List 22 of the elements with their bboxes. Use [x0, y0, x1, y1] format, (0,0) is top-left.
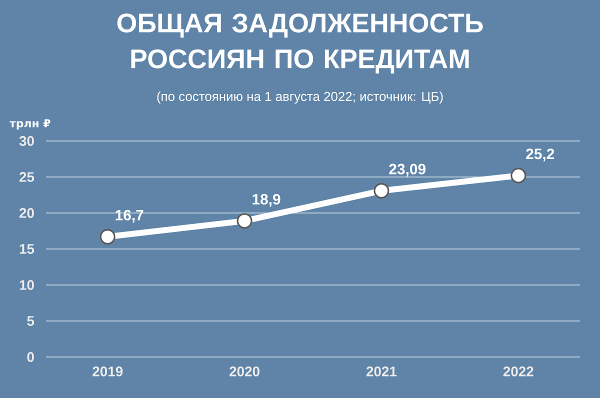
x-tick-label: 2022 [503, 366, 534, 376]
x-tick-label: 2019 [92, 366, 123, 376]
y-tick-label: 10 [20, 280, 34, 290]
chart-subtitle: (по состоянию на 1 августа 2022; источник: ЦБ) [157, 92, 443, 104]
point [510, 168, 526, 184]
x-tick-label: 2021 [366, 366, 397, 376]
y-tick-label: 0 [27, 352, 34, 362]
chart-title: ОБЩАЯ ЗАДОЛЖЕННОСТЬ РОССИЯН ПО КРЕДИТАМ [117, 14, 483, 74]
y-tick-label: 20 [19, 208, 34, 218]
data-label: 18,9 [252, 194, 280, 207]
point [100, 228, 116, 245]
data-label: 25,2 [526, 148, 554, 162]
x-tick-label: 2020 [230, 366, 260, 376]
data-label: 23,09 [389, 164, 426, 177]
point [374, 182, 390, 199]
y-axis-title: трлн ₽ [10, 119, 50, 130]
y-tick-label: 15 [20, 244, 34, 254]
y-tick-label: 25 [19, 172, 34, 182]
point [236, 213, 252, 229]
y-tick-label: 30 [19, 136, 34, 146]
y-tick-label: 5 [27, 316, 34, 326]
data-label: 16,7 [116, 210, 144, 223]
